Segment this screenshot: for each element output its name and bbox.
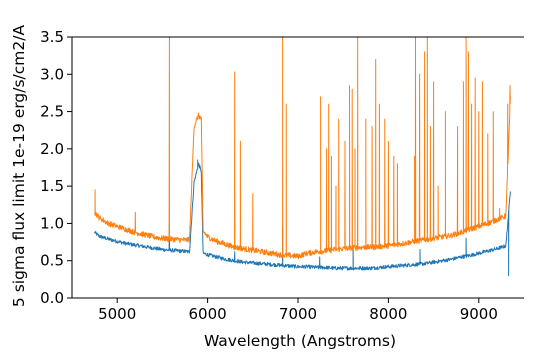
series-layer	[94, 37, 511, 277]
y-tick-label: 3.5	[40, 28, 64, 46]
x-axis-label: Wavelength (Angstroms)	[204, 332, 396, 350]
y-tick-label: 2.0	[40, 140, 64, 158]
ticks-layer: 5000 6000 7000 8000 9000 0.0 0.5 1.0 1.5 2.0 2.5 3.…	[40, 28, 498, 323]
y-tick-label: 1.0	[40, 214, 64, 232]
x-tick-label: 8000	[369, 305, 407, 323]
y-axis-label: 5 sigma flux limit 1e-19 erg/s/cm2/A	[10, 25, 28, 308]
y-tick-label: 0.0	[40, 289, 64, 307]
y-tick-label: 2.5	[40, 103, 64, 121]
y-tick-label: 3.0	[40, 65, 64, 83]
series-line-2	[94, 37, 511, 260]
x-tick-label: 9000	[460, 305, 498, 323]
x-tick-label: 7000	[279, 305, 317, 323]
x-tick-label: 5000	[98, 305, 136, 323]
x-tick-label: 6000	[189, 305, 227, 323]
y-tick-label: 1.5	[40, 177, 64, 195]
y-tick-label: 0.5	[40, 252, 64, 270]
series-line-1	[94, 159, 511, 277]
